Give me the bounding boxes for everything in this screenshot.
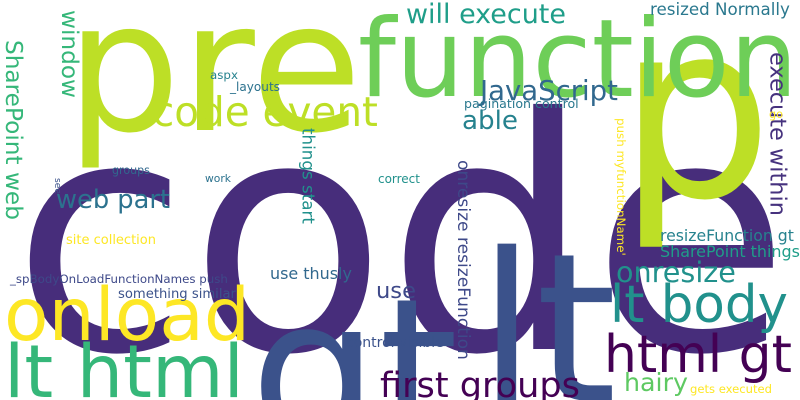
word-gets-executed: gets executed — [690, 382, 772, 396]
word-pre: pre — [66, 0, 362, 173]
word-go: go — [769, 108, 783, 121]
word-groups: groups — [112, 164, 150, 177]
word-javascript: JavaScript — [480, 75, 618, 107]
word-resizefunction-gt: resizeFunction gt — [660, 226, 794, 245]
word-lt-html: lt html — [4, 330, 244, 400]
word-lt-body: lt body — [610, 275, 788, 335]
word-onresize-resizefunction: onresize resizeFunction — [453, 160, 474, 360]
word-see: see — [52, 178, 63, 194]
word-use: use — [376, 278, 416, 304]
word-sharepoint-web: SharePoint web — [0, 40, 28, 220]
word-able: able — [462, 106, 518, 136]
word-things-start: things start — [298, 128, 319, 224]
word-onload: onload — [4, 273, 250, 358]
word-aspx: aspx — [210, 68, 238, 82]
word-use-thusly: use thusly — [270, 264, 352, 283]
word-control-visible: control visible — [346, 335, 444, 351]
word-execute-within: execute within — [764, 52, 791, 216]
word-hairy: hairy — [624, 367, 688, 397]
word-resized-normally: resized Normally — [650, 0, 790, 19]
word-onresize: onresize — [616, 255, 736, 289]
word-p: p — [618, 0, 773, 254]
word-push-myfunctionname: push myfunctionName' — [613, 118, 628, 256]
word-html-gt: html gt — [604, 325, 792, 385]
word-window: window — [56, 10, 84, 98]
word-something-similar: something similar — [118, 287, 236, 302]
word-gt: gt — [250, 255, 459, 400]
word-code: code — [12, 51, 790, 400]
word-layouts: _layouts — [230, 80, 280, 94]
word-work: work — [205, 172, 231, 185]
word-spbodyonloadfunctionnames-push: _spBodyOnLoadFunctionNames push — [10, 272, 228, 286]
word-lt: lt — [478, 209, 617, 400]
word-will-execute: will execute — [406, 0, 566, 30]
word-first-groups: first groups — [380, 365, 580, 400]
word-web-part: web part — [56, 185, 170, 215]
word-pagination-control: pagination control — [464, 96, 579, 111]
word-function: function — [358, 0, 798, 122]
word-correct: correct — [378, 172, 420, 186]
word-code-event: code event — [152, 88, 378, 136]
word-site-collection: site collection — [66, 233, 156, 248]
word-sharepoint-things: SharePoint things — [660, 242, 800, 261]
